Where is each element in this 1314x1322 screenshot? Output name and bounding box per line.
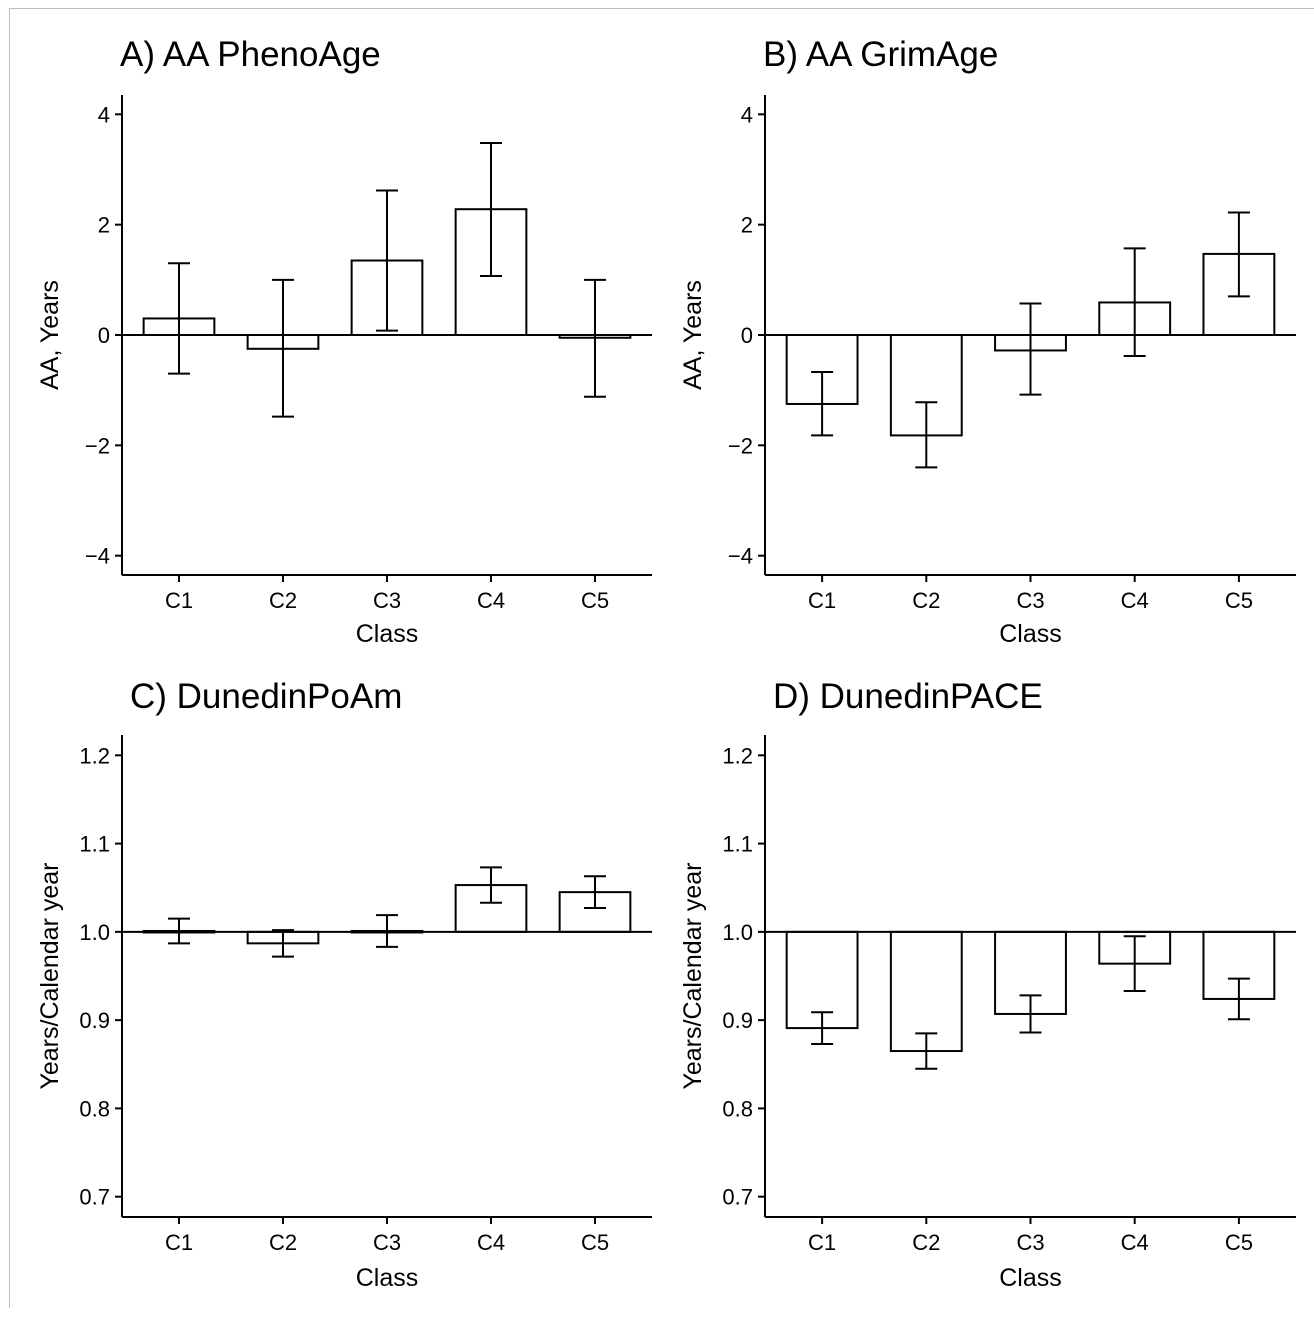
x-tick-label: C3 bbox=[373, 1230, 401, 1255]
x-tick-label: C5 bbox=[581, 588, 609, 613]
y-tick-label: 0 bbox=[741, 323, 753, 348]
y-tick-label: −2 bbox=[728, 433, 753, 458]
chart-title: D) DunedinPACE bbox=[773, 677, 1043, 716]
x-tick-label: C2 bbox=[912, 1230, 940, 1255]
x-tick-label: C5 bbox=[581, 1230, 609, 1255]
x-tick-label: C1 bbox=[808, 588, 836, 613]
y-axis-label: AA, Years bbox=[679, 280, 707, 390]
x-axis-label: Class bbox=[999, 1264, 1062, 1292]
error-bar-c5 bbox=[584, 278, 606, 398]
error-bar-c1 bbox=[811, 1011, 834, 1045]
y-tick-label: 1.1 bbox=[79, 832, 110, 857]
x-tick-label: C3 bbox=[1016, 1230, 1044, 1255]
y-tick-label: 0.7 bbox=[722, 1185, 753, 1210]
error-bar-c4 bbox=[480, 866, 502, 904]
x-axis-label: Class bbox=[999, 620, 1062, 648]
error-bar-c2 bbox=[272, 278, 294, 418]
error-bar-c3 bbox=[376, 914, 398, 948]
x-tick-label: C4 bbox=[1121, 1230, 1149, 1255]
y-tick-label: 1.0 bbox=[79, 920, 110, 945]
y-tick-label: 0.7 bbox=[79, 1185, 110, 1210]
error-bar-c3 bbox=[376, 189, 398, 332]
y-axis-label: Years/Calendar year bbox=[679, 863, 707, 1090]
y-axis-label: AA, Years bbox=[36, 280, 64, 390]
y-tick-label: −2 bbox=[85, 433, 110, 458]
y-tick-label: 0 bbox=[98, 323, 110, 348]
error-bar-c1 bbox=[811, 370, 834, 437]
chart-title: B) AA GrimAge bbox=[763, 35, 998, 74]
x-tick-label: C5 bbox=[1225, 588, 1253, 613]
x-tick-label: C4 bbox=[477, 1230, 505, 1255]
y-tick-label: 4 bbox=[741, 102, 753, 127]
x-axis-label: Class bbox=[356, 620, 419, 648]
error-bar-c4 bbox=[1123, 935, 1146, 993]
chart-title: C) DunedinPoAm bbox=[130, 677, 402, 716]
y-tick-label: 1.2 bbox=[722, 743, 753, 768]
y-tick-label: 1.0 bbox=[722, 920, 753, 945]
x-tick-label: C4 bbox=[1121, 588, 1149, 613]
y-tick-label: 1.2 bbox=[79, 743, 110, 768]
y-tick-label: 0.9 bbox=[722, 1008, 753, 1033]
chart-title: A) AA PhenoAge bbox=[120, 35, 381, 74]
x-tick-label: C1 bbox=[165, 1230, 193, 1255]
error-bar-c4 bbox=[480, 142, 502, 277]
x-tick-label: C4 bbox=[477, 588, 505, 613]
y-tick-label: 2 bbox=[741, 213, 753, 238]
x-tick-label: C1 bbox=[808, 1230, 836, 1255]
x-tick-label: C2 bbox=[269, 1230, 297, 1255]
x-tick-label: C2 bbox=[269, 588, 297, 613]
error-bar-c2 bbox=[272, 929, 294, 958]
x-axis-label: Class bbox=[356, 1264, 419, 1292]
error-bar-c5 bbox=[584, 875, 606, 910]
y-tick-label: 2 bbox=[98, 213, 110, 238]
x-tick-label: C1 bbox=[165, 588, 193, 613]
error-bar-c5 bbox=[1227, 977, 1250, 1021]
chart-panel-2: B) AA GrimAge −4 −2 0 2 4 C1 C2 C3 C4 C5 Class AA, Y… bbox=[679, 35, 1296, 648]
y-tick-label: −4 bbox=[728, 544, 753, 569]
y-axis-label: Years/Calendar year bbox=[36, 863, 64, 1090]
error-bar-c3 bbox=[1019, 302, 1042, 396]
error-bar-c1 bbox=[168, 262, 190, 375]
error-bar-c3 bbox=[1019, 994, 1042, 1034]
x-tick-label: C2 bbox=[912, 588, 940, 613]
y-tick-label: 4 bbox=[98, 102, 110, 127]
error-bar-c1 bbox=[168, 917, 190, 945]
error-bar-c2 bbox=[915, 1032, 938, 1070]
chart-panel-3: C) DunedinPoAm 0.7 0.8 0.9 1.0 1.1 1.2 C1 C2 C3 C4… bbox=[36, 677, 652, 1292]
error-bar-c2 bbox=[915, 401, 938, 469]
x-tick-label: C3 bbox=[1016, 588, 1044, 613]
y-tick-label: 0.8 bbox=[722, 1096, 753, 1121]
y-tick-label: 0.8 bbox=[79, 1096, 110, 1121]
y-tick-label: −4 bbox=[85, 544, 110, 569]
chart-panel-1: A) AA PhenoAge −4 −2 0 2 4 C1 C2 C3 C4 C5 Class AA, … bbox=[36, 35, 652, 648]
chart-panel-4: D) DunedinPACE 0.7 0.8 0.9 1.0 1.1 1.2 C1 C2 C3 C4… bbox=[679, 677, 1296, 1292]
error-bar-c4 bbox=[1123, 247, 1146, 357]
y-tick-label: 1.1 bbox=[722, 832, 753, 857]
x-tick-label: C5 bbox=[1225, 1230, 1253, 1255]
figure-frame bbox=[9, 8, 1314, 1308]
error-bar-c5 bbox=[1227, 211, 1250, 298]
y-tick-label: 0.9 bbox=[79, 1008, 110, 1033]
x-tick-label: C3 bbox=[373, 588, 401, 613]
